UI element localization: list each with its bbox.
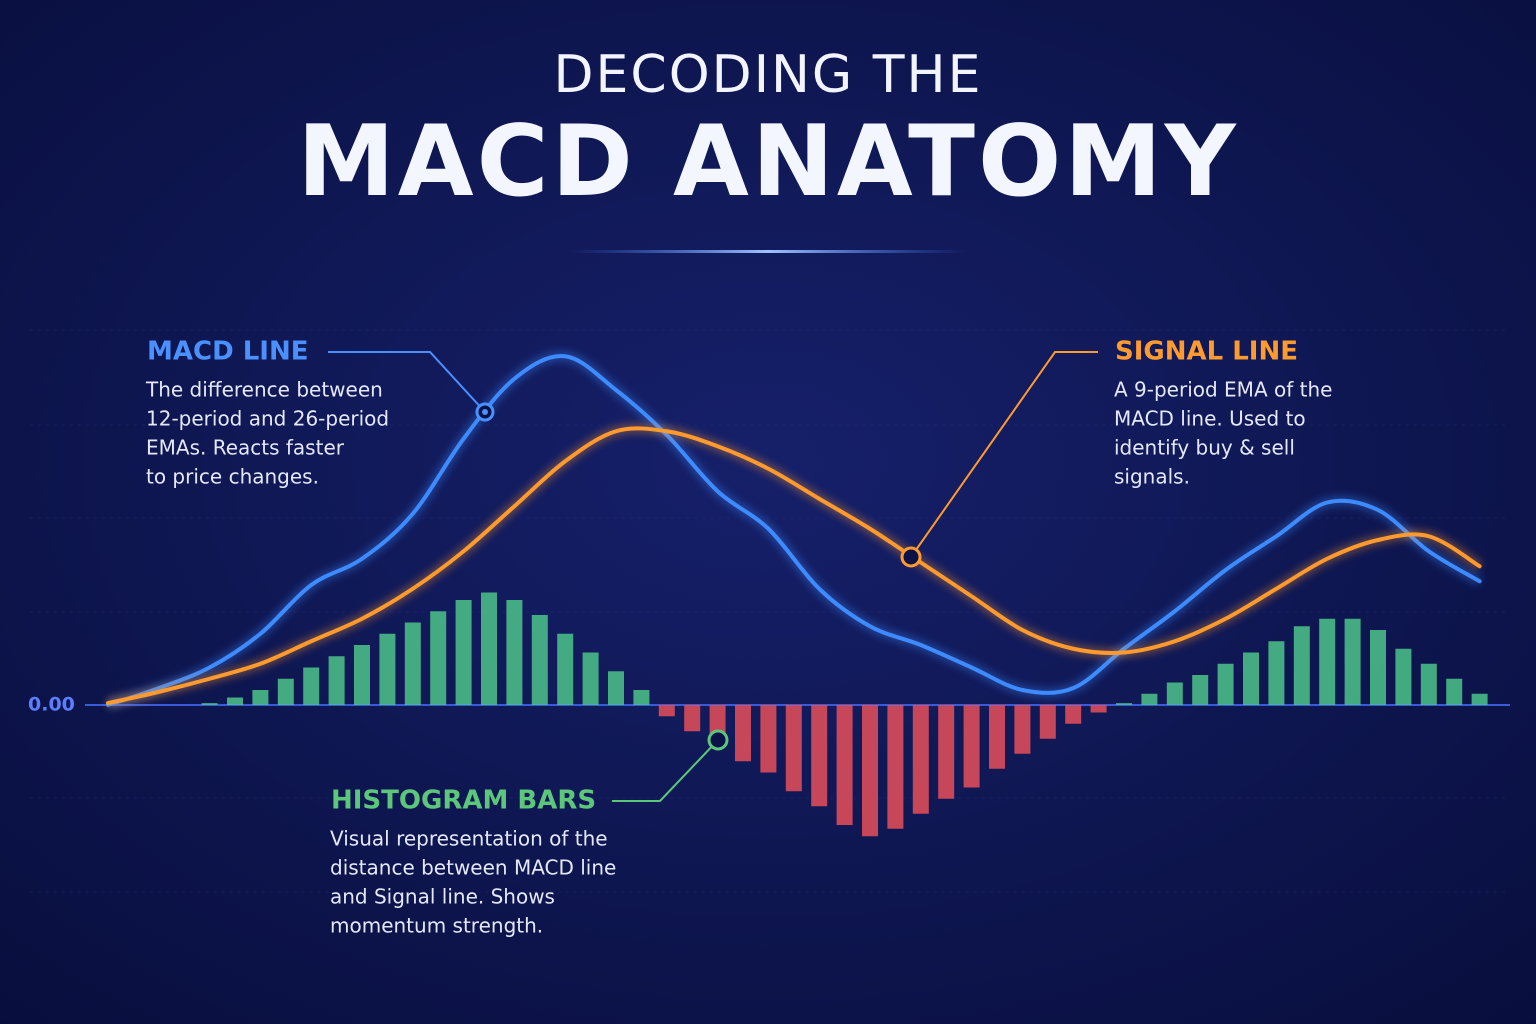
histogram-bar [1243,652,1259,705]
histogram-bar [1217,663,1234,705]
annotation-text: 12-period and 26-period [146,407,389,431]
histogram-bar [1065,705,1082,724]
histogram-bar [963,705,980,788]
histogram-bar [735,705,751,762]
histogram-bar [455,600,472,705]
annotation-text: A 9-period EMA of the [1114,378,1332,402]
histogram-bar [328,656,345,705]
histogram-bar [404,622,421,705]
annotation-title: SIGNAL LINE [1115,337,1298,367]
histogram-bar [1471,693,1488,705]
histogram-bar [1039,705,1056,739]
histogram-bar [227,697,243,705]
histogram-bar [887,705,904,829]
histogram-bar [785,705,802,792]
leaders [328,351,1098,802]
histogram-bar [862,705,878,837]
histogram-bar [1268,641,1285,705]
annotation-text: distance between MACD line [330,856,616,880]
histogram-bar [1116,703,1132,705]
histogram-bar [760,705,777,773]
histogram-bar [684,705,701,732]
annotation-title: MACD LINE [147,337,308,367]
histogram-bar [1014,705,1031,754]
histogram-bar [1395,648,1412,705]
histogram-bar [430,611,447,705]
histogram-bar [1192,675,1209,705]
annotation-text: to price changes. [146,465,319,489]
histogram-bar [252,690,269,705]
histogram-bar [481,592,497,705]
annotation-text: momentum strength. [330,914,543,938]
histogram-bar [989,705,1005,769]
histogram-bar [811,705,828,807]
annotation-title: HISTOGRAM BARS [331,786,596,816]
histogram-bar [277,678,294,705]
histogram-bar [633,690,650,705]
histogram-bar [1420,663,1437,705]
histogram-bar [658,705,675,717]
histogram-bar [303,667,320,705]
histogram-bar [912,705,929,814]
annotation-text: The difference between [145,378,383,402]
histogram-bar [1141,693,1158,705]
y-tick-label: 0.00 [28,694,75,716]
title-glow [568,250,968,253]
series-line [106,426,1482,706]
annotation-text: signals. [1114,465,1190,489]
histogram-bar [1293,626,1310,705]
chart-title: DECODING THE [554,45,983,105]
histogram-bar [1166,682,1183,705]
decor-grid [30,329,1510,893]
series-line [106,354,1482,707]
annotation-text: MACD line. Used to [1114,407,1306,431]
histogram-bar [506,600,523,705]
chart-subtitle: MACD ANATOMY [297,105,1239,219]
histogram-bar [1370,630,1386,705]
histogram-bar [557,633,574,705]
histogram-bar [938,705,955,799]
plot: 0.00 [28,351,1510,837]
histogram-bar [531,615,548,705]
annotation-text: EMAs. Reacts faster [146,436,345,460]
histogram-bar [1090,705,1107,713]
annotation-text: Visual representation of the [330,827,608,851]
histogram-bar [379,633,396,705]
histogram-bar [1319,618,1336,705]
histogram-bar [354,645,370,705]
histogram-bar [201,703,218,705]
annotation-text: identify buy & sell [1114,436,1295,460]
histogram-bar [608,671,624,705]
histogram-bar [836,705,853,825]
histogram-bar [582,652,599,705]
histogram-bar [1344,618,1361,705]
annotation-text: and Signal line. Shows [330,885,555,909]
histogram-bar [1446,678,1463,705]
